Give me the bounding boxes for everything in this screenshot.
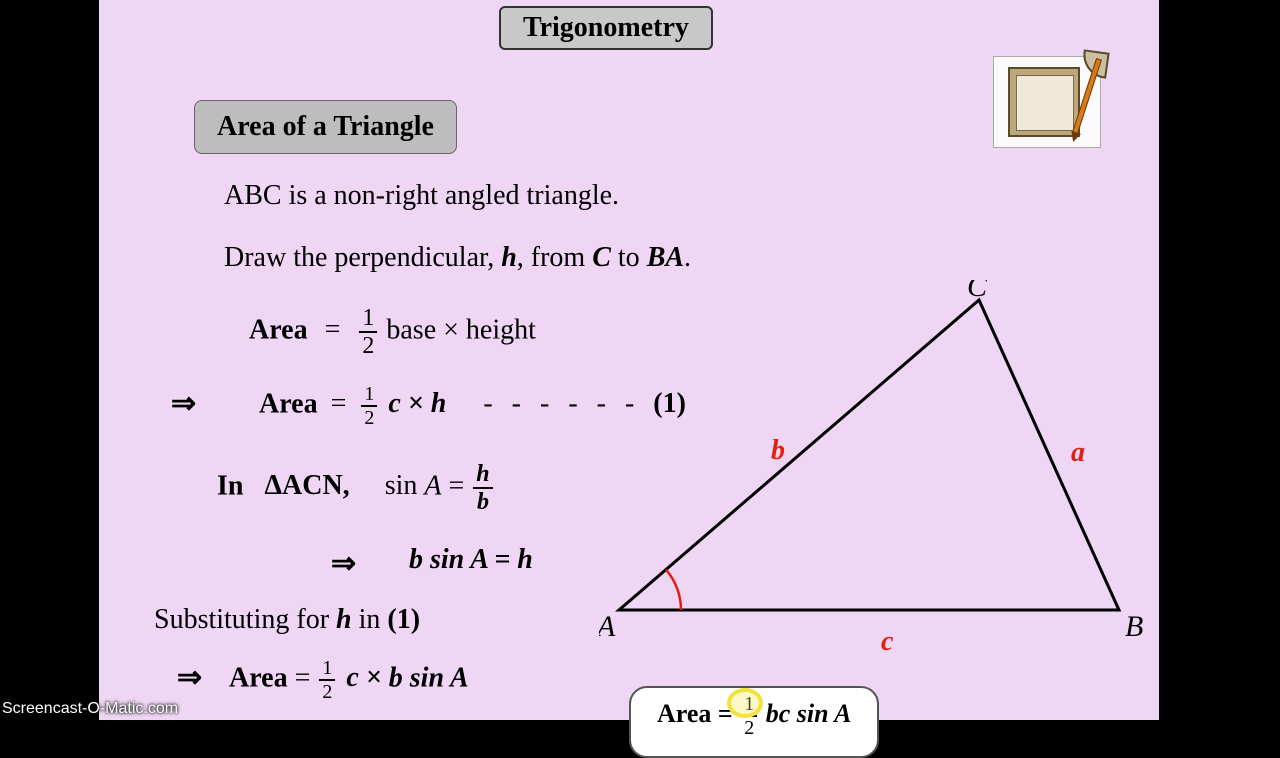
line-2-h: h <box>501 242 517 273</box>
title-box: Trigonometry <box>499 6 713 50</box>
eq5-frac: 12 <box>319 658 335 702</box>
eq3-A: A <box>424 470 441 501</box>
svg-text:a: a <box>1071 437 1085 468</box>
line-2-C: C <box>592 242 611 273</box>
eq1-frac-n: 1 <box>359 306 377 333</box>
eq1-eq: = <box>325 314 341 345</box>
eq2-frac: 12 <box>361 384 377 428</box>
line-1-text: ABC is a non-right angled triangle. <box>224 180 619 211</box>
sub-c: in <box>352 604 388 635</box>
svg-text:c: c <box>881 626 894 657</box>
svg-text:B: B <box>1125 610 1143 643</box>
line-2a: Draw the perpendicular, <box>224 242 501 273</box>
eq5-bsinA: b sin A <box>389 662 469 693</box>
eq5-cx: c × <box>346 662 381 693</box>
slide: Trigonometry Area of a Triangle ABC is a… <box>99 0 1159 720</box>
eq5-label: Area <box>229 662 288 693</box>
svg-text:C: C <box>967 280 988 303</box>
formula-area: Area <box>657 699 718 728</box>
line-2g: . <box>684 242 691 273</box>
line-2e: to <box>611 242 647 273</box>
eq5-frac-d: 2 <box>319 681 335 702</box>
title-text: Trigonometry <box>523 12 689 43</box>
eq3-eq: = <box>448 470 471 501</box>
eq2-frac-n: 1 <box>361 384 377 407</box>
arrow-2: ⇒ <box>331 546 356 581</box>
formula-box: Area = 12 bc sin A <box>629 686 879 758</box>
svg-text:A: A <box>599 610 616 643</box>
highlight-ring <box>727 688 763 718</box>
eq3: In ΔACN, sin A = hb <box>217 462 495 514</box>
eq5: Area = 12 c × b sin A <box>229 658 469 702</box>
eq3-in: In <box>217 470 243 501</box>
subtitle-text: Area of a Triangle <box>217 111 434 142</box>
eq4: b sin A = h <box>409 544 533 576</box>
sub-a: Substituting for <box>154 604 336 635</box>
eq5-eq: = <box>295 662 318 693</box>
eq3-frac: hb <box>473 462 492 514</box>
line-2c: , from <box>517 242 592 273</box>
eq1-frac: 12 <box>359 306 377 358</box>
eq2-eq: = <box>331 388 347 419</box>
sub-h: h <box>336 604 352 635</box>
eq1-frac-d: 2 <box>359 333 377 358</box>
eq1-label: Area <box>249 314 308 345</box>
triangle-diagram: A B C a b c <box>599 280 1159 660</box>
eq1-tail: base × height <box>386 314 536 345</box>
eq1: Area = 12 base × height <box>249 306 536 358</box>
formula-bcsinA: bc sin A <box>766 699 852 728</box>
sub-line: Substituting for h in (1) <box>154 604 420 636</box>
eq3-frac-d: b <box>473 489 492 514</box>
eq3-sin: sin <box>385 470 425 501</box>
line-2: Draw the perpendicular, h, from C to BA. <box>224 242 691 274</box>
eq5-frac-n: 1 <box>319 658 335 681</box>
eq2-ch: c × h <box>388 388 446 419</box>
arrow-1: ⇒ <box>171 386 196 421</box>
sub-ref: (1) <box>387 604 420 635</box>
line-2-BA: BA <box>647 242 684 273</box>
eq2-label: Area <box>259 388 318 419</box>
line-1: ABC is a non-right angled triangle. <box>224 180 619 212</box>
eq3-frac-n: h <box>473 462 492 489</box>
notepad-icon <box>993 56 1101 148</box>
subtitle-box: Area of a Triangle <box>194 100 457 154</box>
arrow-3: ⇒ <box>177 660 202 695</box>
formula-frac-d: 2 <box>741 717 757 738</box>
svg-text:b: b <box>771 435 785 466</box>
eq2-frac-d: 2 <box>361 407 377 428</box>
eq3-tri: ΔACN, <box>264 470 349 501</box>
watermark: Screencast-O-Matic.com <box>2 700 178 718</box>
